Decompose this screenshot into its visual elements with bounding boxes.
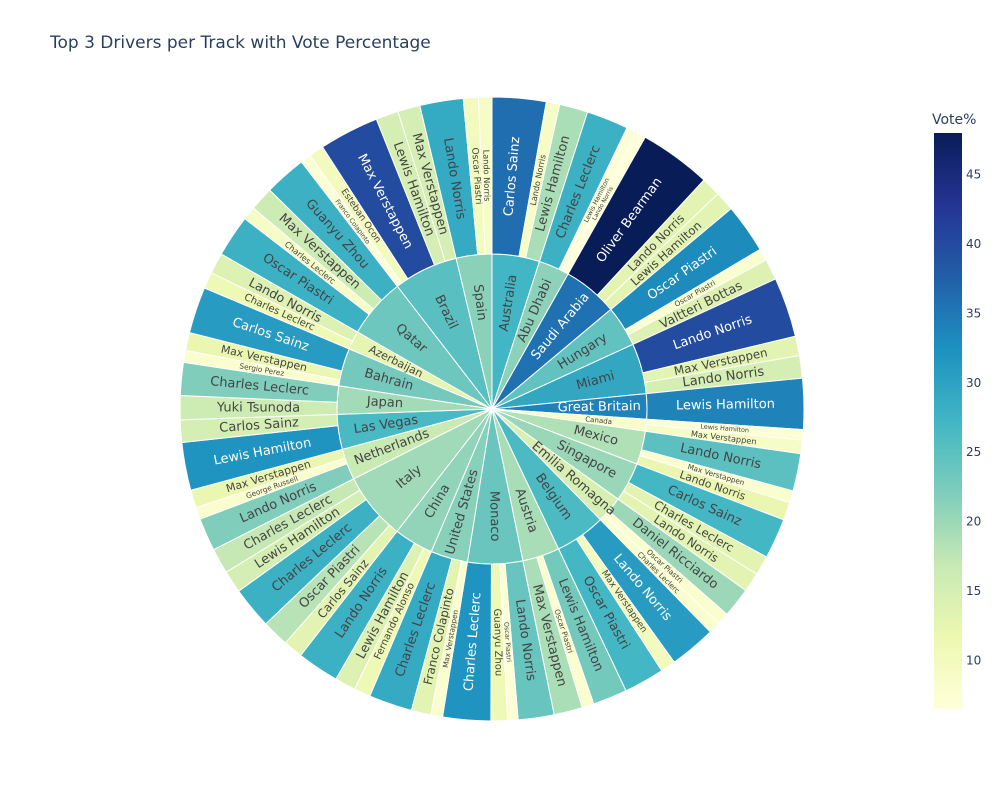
colorbar: Vote% 10 15 20 25 30 35 40 45 [932, 112, 981, 709]
colorbar-tick-label: 25 [966, 445, 981, 459]
colorbar-tick-label: 20 [966, 515, 981, 529]
colorbar-ticks: 10 15 20 25 30 35 40 45 [966, 168, 981, 668]
colorbar-tick-label: 35 [966, 306, 981, 320]
colorbar-gradient [934, 133, 962, 709]
colorbar-tick-label: 40 [966, 237, 981, 251]
colorbar-tick-label: 45 [966, 168, 981, 182]
chart-title: Top 3 Drivers per Track with Vote Percen… [50, 33, 431, 53]
colorbar-tick-label: 10 [966, 653, 981, 667]
driver-sector-spain-lando-norris[interactable] [477, 96, 493, 255]
colorbar-tick-label: 15 [966, 584, 981, 598]
colorbar-title: Vote% [932, 112, 976, 128]
colorbar-tick-label: 30 [966, 376, 981, 390]
